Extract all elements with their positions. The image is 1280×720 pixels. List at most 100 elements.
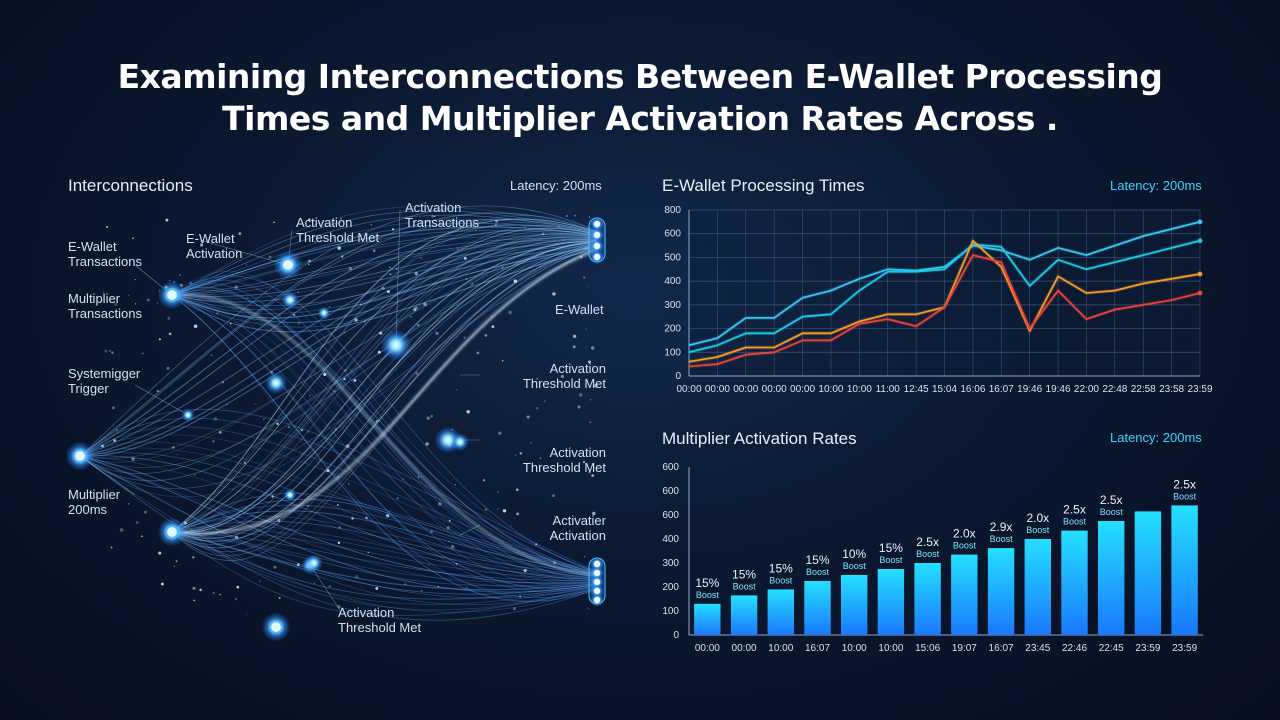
network-particle	[551, 494, 556, 498]
network-particle	[276, 422, 279, 426]
label-multiplier-200ms: Multiplier 200ms	[68, 487, 121, 517]
network-particle	[589, 421, 592, 424]
network-particle	[172, 446, 175, 449]
line-xtick-label: 16:06	[960, 384, 985, 395]
network-particle	[587, 607, 590, 610]
network-particle	[222, 516, 225, 518]
network-particle	[243, 461, 247, 465]
network-particle	[213, 417, 218, 421]
network-particle	[516, 512, 519, 516]
bar-ytick-label: 400	[662, 534, 679, 545]
network-particle	[426, 416, 430, 420]
network-fiber	[171, 234, 598, 533]
network-particle	[111, 351, 114, 354]
network-particle	[498, 431, 502, 435]
network-fiber	[79, 408, 598, 572]
bar	[694, 603, 721, 635]
network-particle	[128, 294, 130, 296]
network-fiber	[171, 529, 598, 579]
network-particle	[238, 232, 242, 236]
network-fiber	[171, 294, 598, 602]
label-multiplier-transactions: Multiplier Transactions	[68, 291, 142, 321]
network-particle	[497, 491, 499, 493]
network-connector	[395, 209, 401, 346]
network-particle	[218, 431, 222, 434]
bar-data-label: 2.5x	[1100, 493, 1123, 507]
network-particle	[514, 454, 516, 456]
network-fiber	[171, 245, 598, 549]
network-particle	[273, 221, 275, 224]
network-fiber	[171, 294, 598, 580]
network-particle	[454, 484, 456, 486]
bar-data-sublabel: Boost	[990, 534, 1014, 544]
bar	[1024, 539, 1051, 635]
label-ewallet-transactions: E-Wallet Transactions	[68, 239, 142, 269]
network-particle	[340, 217, 342, 220]
network-particle	[234, 535, 239, 539]
network-particle	[513, 279, 518, 283]
network-glow-point	[305, 554, 323, 572]
network-particle	[536, 378, 538, 380]
network-fiber	[171, 275, 598, 573]
network-particle	[297, 291, 300, 294]
line-xtick-label: 00:00	[790, 384, 815, 395]
line-xtick-label: 12:45	[904, 384, 929, 395]
network-particle	[502, 509, 507, 513]
network-fiber	[171, 243, 598, 539]
network-particle	[512, 607, 516, 611]
network-fibers	[79, 205, 598, 621]
line-ytick-label: 500	[664, 252, 681, 263]
network-particle	[557, 225, 560, 228]
network-fiber	[79, 455, 598, 613]
network-particle	[433, 215, 436, 217]
network-fiber	[171, 230, 598, 533]
network-particle	[370, 224, 372, 226]
network-particle	[199, 588, 202, 592]
node-activation-threshold-bottom	[261, 612, 291, 642]
bar-xtick-label: 16:07	[989, 643, 1014, 654]
bar-xtick-label: 22:46	[1062, 643, 1087, 654]
bar-ytick-label: 0	[673, 630, 679, 641]
network-fiber	[171, 499, 598, 573]
network-particle	[236, 585, 240, 589]
network-particle	[482, 479, 486, 482]
network-particle	[386, 290, 390, 294]
bar-data-sublabel: Boost	[1173, 491, 1197, 501]
network-particle	[519, 452, 522, 455]
network-particle	[216, 531, 218, 534]
network-particle	[178, 273, 181, 276]
network-fiber	[171, 241, 598, 535]
network-particle	[354, 575, 359, 579]
network-connector	[459, 524, 481, 536]
network-particle	[574, 214, 576, 217]
network-particle	[375, 419, 379, 423]
network-fiber	[171, 283, 598, 575]
network-particle	[337, 605, 341, 609]
network-particle	[337, 476, 340, 479]
bar-panel-latency: Latency: 200ms	[1110, 430, 1202, 445]
network-particle	[594, 384, 598, 388]
network-particle	[553, 515, 556, 517]
network-fiber	[171, 294, 598, 589]
network-particle	[265, 290, 267, 293]
bar-xtick-label: 23:59	[1135, 643, 1160, 654]
network-fiber	[171, 240, 598, 298]
network-particle	[552, 292, 556, 296]
network-particle	[389, 266, 392, 269]
network-particles	[101, 214, 599, 615]
network-particle	[169, 279, 171, 282]
network-fiber	[171, 531, 598, 591]
network-particle	[246, 613, 248, 615]
network-particle	[466, 587, 468, 589]
network-particle	[423, 302, 427, 307]
network-particle	[588, 471, 591, 474]
network-particle	[345, 444, 350, 448]
network-particle	[535, 543, 538, 546]
network-particle	[127, 503, 130, 505]
network-glow-point	[181, 408, 195, 422]
network-fiber	[79, 452, 598, 579]
title-line-2: Times and Multiplier Activation Rates Ac…	[222, 99, 1058, 138]
line-xtick-label: 23:58	[1159, 384, 1184, 395]
network-fiber	[171, 294, 598, 581]
